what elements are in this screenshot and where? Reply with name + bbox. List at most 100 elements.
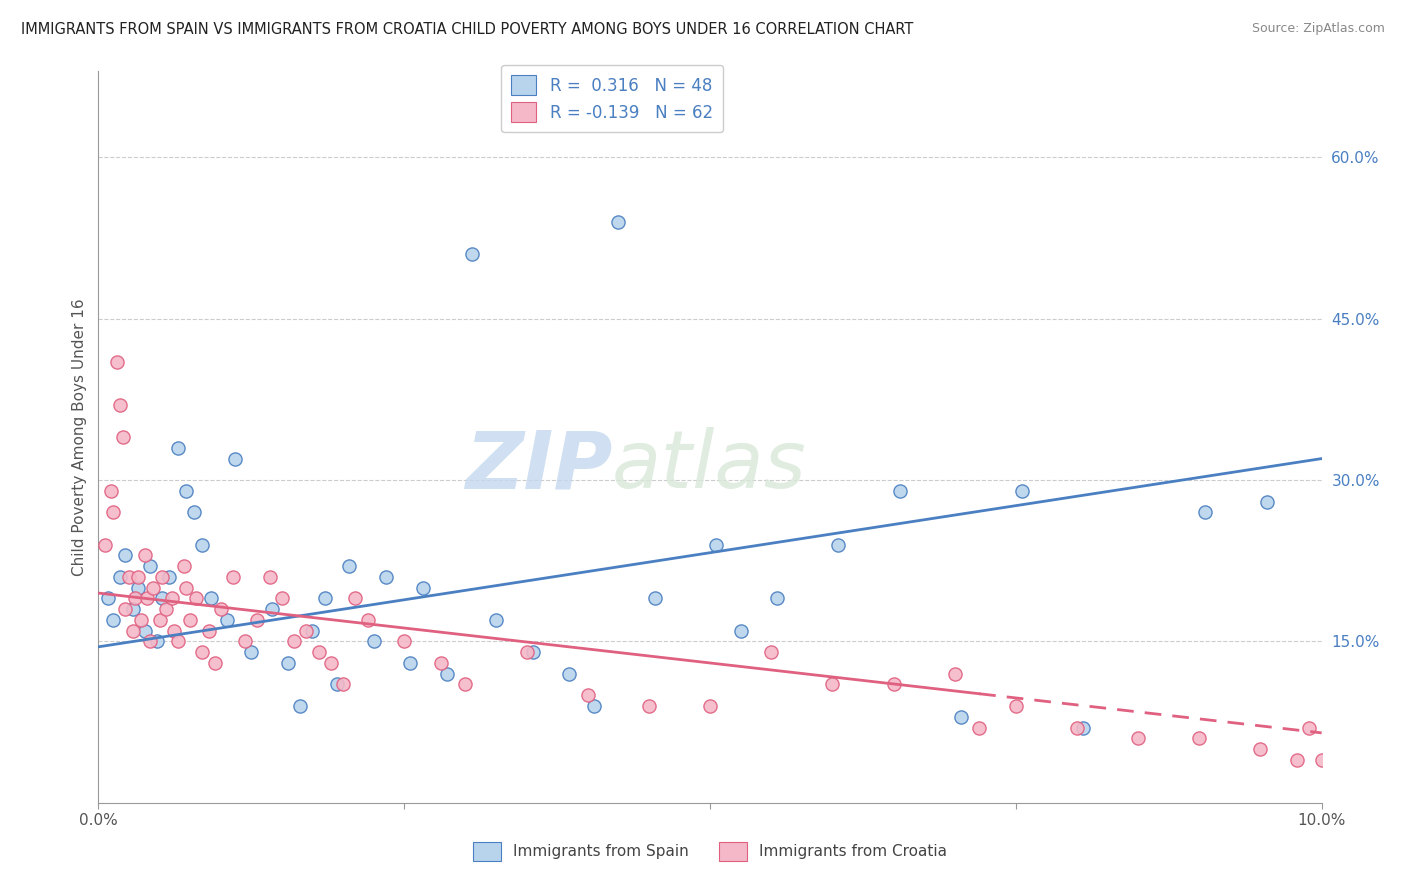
Point — [215, 613, 238, 627]
Point — [319, 656, 342, 670]
Point — [460, 247, 482, 261]
Point — [1256, 494, 1278, 508]
Point — [337, 559, 360, 574]
Point — [114, 602, 136, 616]
Point — [363, 634, 385, 648]
Point — [436, 666, 458, 681]
Point — [644, 591, 666, 606]
Point — [259, 570, 281, 584]
Point — [222, 570, 245, 584]
Point — [576, 688, 599, 702]
Point — [129, 613, 152, 627]
Point — [179, 613, 201, 627]
Point — [224, 451, 246, 466]
Point — [430, 656, 453, 670]
Point — [485, 613, 508, 627]
Point — [101, 613, 124, 627]
Point — [883, 677, 905, 691]
Point — [134, 624, 156, 638]
Point — [730, 624, 752, 638]
Point — [522, 645, 544, 659]
Point — [821, 677, 844, 691]
Point — [761, 645, 783, 659]
Point — [114, 549, 136, 563]
Point — [314, 591, 336, 606]
Point — [167, 634, 190, 648]
Point — [1128, 731, 1150, 746]
Point — [127, 581, 149, 595]
Point — [110, 398, 132, 412]
Point — [699, 698, 721, 713]
Point — [308, 645, 330, 659]
Point — [118, 570, 141, 584]
Point — [186, 591, 208, 606]
Point — [127, 570, 149, 584]
Text: Source: ZipAtlas.com: Source: ZipAtlas.com — [1251, 22, 1385, 36]
Point — [949, 710, 972, 724]
Point — [100, 483, 122, 498]
Point — [101, 505, 124, 519]
Point — [200, 591, 222, 606]
Point — [392, 634, 416, 648]
Point — [943, 666, 966, 681]
Point — [356, 613, 378, 627]
Point — [150, 570, 173, 584]
Text: IMMIGRANTS FROM SPAIN VS IMMIGRANTS FROM CROATIA CHILD POVERTY AMONG BOYS UNDER : IMMIGRANTS FROM SPAIN VS IMMIGRANTS FROM… — [21, 22, 914, 37]
Point — [233, 634, 256, 648]
Point — [1071, 721, 1094, 735]
Point — [176, 483, 198, 498]
Point — [121, 602, 143, 616]
Point — [607, 215, 630, 229]
Point — [167, 441, 190, 455]
Point — [516, 645, 538, 659]
Point — [374, 570, 396, 584]
Point — [93, 538, 115, 552]
Legend: Immigrants from Spain, Immigrants from Croatia: Immigrants from Spain, Immigrants from C… — [465, 834, 955, 868]
Point — [889, 483, 911, 498]
Point — [558, 666, 581, 681]
Point — [191, 645, 214, 659]
Point — [139, 559, 162, 574]
Point — [704, 538, 727, 552]
Point — [155, 602, 177, 616]
Point — [295, 624, 318, 638]
Point — [191, 538, 214, 552]
Point — [105, 355, 128, 369]
Point — [110, 570, 132, 584]
Point — [1011, 483, 1033, 498]
Point — [290, 698, 312, 713]
Point — [139, 634, 162, 648]
Point — [1298, 721, 1320, 735]
Point — [146, 634, 169, 648]
Point — [412, 581, 434, 595]
Point — [827, 538, 849, 552]
Point — [134, 549, 156, 563]
Point — [326, 677, 349, 691]
Point — [344, 591, 367, 606]
Point — [637, 698, 661, 713]
Point — [176, 581, 198, 595]
Point — [262, 602, 284, 616]
Point — [1286, 753, 1309, 767]
Point — [399, 656, 422, 670]
Point — [1250, 742, 1272, 756]
Point — [277, 656, 299, 670]
Point — [766, 591, 789, 606]
Point — [332, 677, 354, 691]
Point — [209, 602, 232, 616]
Y-axis label: Child Poverty Among Boys Under 16: Child Poverty Among Boys Under 16 — [72, 298, 87, 576]
Point — [163, 624, 186, 638]
Text: atlas: atlas — [612, 427, 807, 506]
Point — [97, 591, 120, 606]
Point — [197, 624, 219, 638]
Point — [121, 624, 143, 638]
Point — [1004, 698, 1026, 713]
Point — [204, 656, 226, 670]
Point — [160, 591, 183, 606]
Point — [142, 581, 165, 595]
Point — [582, 698, 605, 713]
Point — [240, 645, 263, 659]
Point — [173, 559, 195, 574]
Point — [1310, 753, 1333, 767]
Point — [967, 721, 990, 735]
